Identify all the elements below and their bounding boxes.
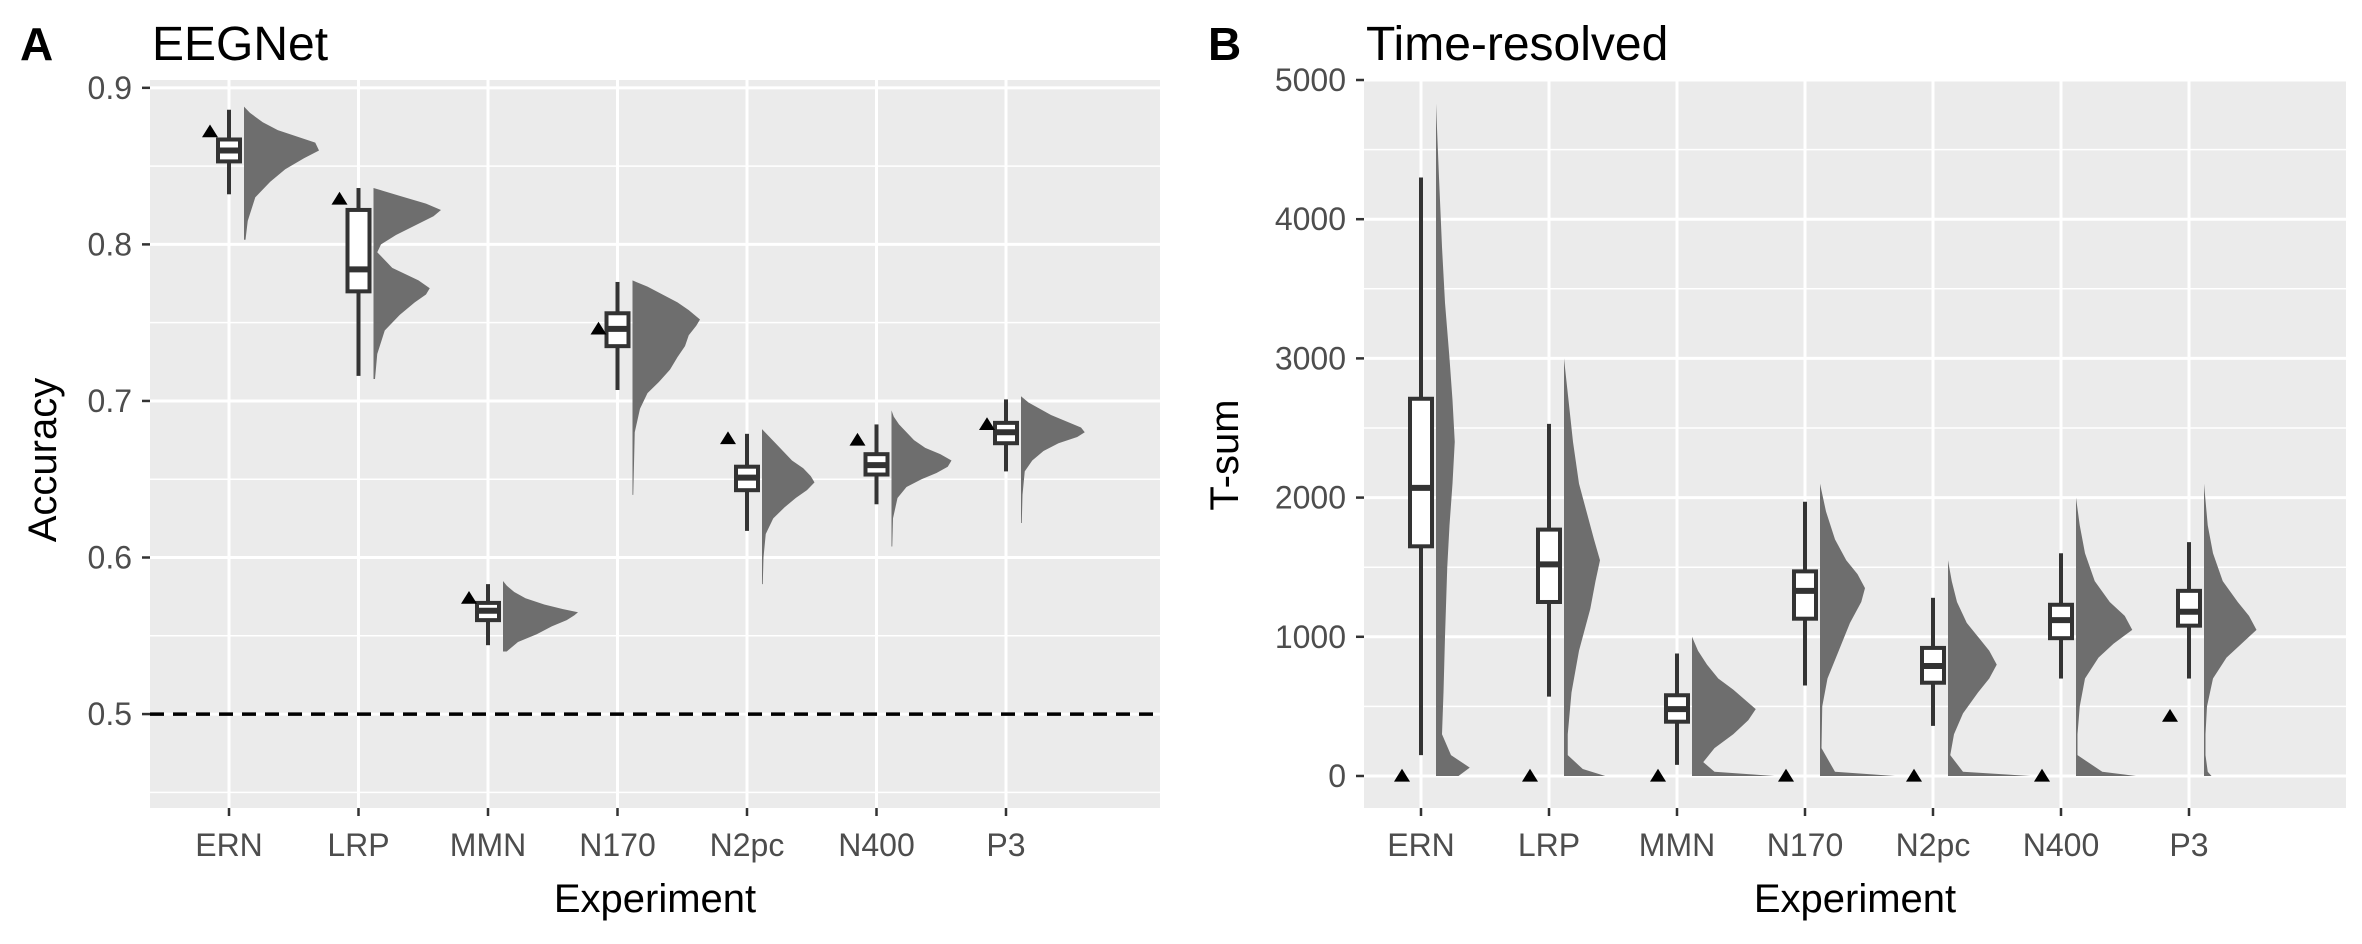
- y-tick-label: 0.7: [88, 383, 132, 419]
- marker-triangle-mmn: [1650, 768, 1666, 782]
- box-p3: [2176, 588, 2202, 628]
- marker-triangle-ern: [202, 124, 218, 138]
- marker-triangle-n170: [1778, 768, 1794, 782]
- density-n2pc: [762, 429, 815, 585]
- panel-a-plot-area: 0.5 0.6 0.7 0.8 0.9 ERN LRP MMN N170 N2pc N400 P3: [88, 70, 1160, 863]
- marker-triangle-lrp: [331, 191, 348, 205]
- y-tick-label: 0.6: [88, 540, 132, 576]
- panel-b-x-axis-title: Experiment: [1754, 877, 1956, 921]
- box-n170: [1792, 569, 1818, 621]
- panel-a-x-axis-title: Experiment: [554, 877, 756, 921]
- density-n170: [1820, 483, 1895, 776]
- panel-a-y-axis-title: Accuracy: [21, 378, 65, 543]
- density-lrp: [373, 188, 441, 380]
- y-tick-label: 0.5: [88, 696, 132, 732]
- y-tick-label: 5000: [1275, 62, 1346, 98]
- marker-triangle-n2pc: [1906, 768, 1922, 782]
- panel-b-time-resolved: B Time-resolved 0 1000 2000 3000 4000 5000 ERN…: [1203, 18, 2346, 921]
- density-p3: [1021, 396, 1085, 524]
- y-tick-label: 0.9: [88, 70, 132, 106]
- marker-triangle-lrp: [1522, 768, 1538, 782]
- x-tick-label: MMN: [1639, 827, 1715, 863]
- density-n2pc: [1948, 560, 2031, 776]
- density-mmn: [1692, 636, 1775, 776]
- panel-b-y-axis-title: T-sum: [1203, 399, 1247, 510]
- density-n400: [2076, 497, 2136, 776]
- x-tick-label: ERN: [1387, 827, 1455, 863]
- panel-a-eegnet: A EEGNet 0.5 0.6 0.7 0.8 0.9 ERN LRP MMN N170 N2p…: [20, 18, 1160, 921]
- box-ern: [1408, 396, 1434, 549]
- density-p3: [2204, 483, 2257, 776]
- marker-triangle-n2pc: [720, 431, 736, 445]
- density-ern: [244, 106, 319, 240]
- panel-background: [150, 80, 1160, 808]
- x-tick-label: N170: [1767, 827, 1844, 863]
- y-tick-label: 0.8: [88, 226, 132, 262]
- panel-b-plot-area: 0 1000 2000 3000 4000 5000 ERN LRP MMN N170 N2pc N4…: [1275, 62, 2346, 863]
- y-tick-label: 3000: [1275, 340, 1346, 376]
- x-tick-label: MMN: [450, 827, 526, 863]
- x-tick-label: LRP: [1518, 827, 1580, 863]
- density-n170: [632, 280, 700, 495]
- panel-b-title: Time-resolved: [1366, 18, 1668, 71]
- panel-b-letter: B: [1208, 18, 1241, 70]
- marker-triangle-mmn: [461, 591, 477, 604]
- x-tick-label: N400: [838, 827, 915, 863]
- marker-triangle-ern: [1394, 768, 1410, 782]
- y-tick-label: 4000: [1275, 201, 1346, 237]
- marker-triangle-n400: [849, 432, 866, 446]
- x-tick-label: N2pc: [1896, 827, 1971, 863]
- x-tick-label: N170: [579, 827, 656, 863]
- y-tick-label: 1000: [1275, 619, 1346, 655]
- marker-triangle-n400: [2034, 768, 2050, 782]
- x-tick-label: P3: [2169, 827, 2208, 863]
- x-tick-label: LRP: [327, 827, 389, 863]
- x-tick-label: ERN: [195, 827, 263, 863]
- density-lrp: [1564, 358, 1606, 776]
- marker-triangle-p3: [2162, 708, 2178, 722]
- panel-a-letter: A: [20, 18, 53, 70]
- x-tick-label: P3: [986, 827, 1025, 863]
- marker-triangle-n170: [590, 321, 607, 335]
- panel-a-title: EEGNet: [152, 18, 328, 71]
- y-tick-label: 2000: [1275, 480, 1346, 516]
- density-n400: [891, 410, 952, 547]
- marker-triangle-p3: [979, 417, 995, 431]
- x-tick-label: N2pc: [710, 827, 785, 863]
- panel-background: [1364, 80, 2346, 808]
- x-tick-label: N400: [2023, 827, 2100, 863]
- density-mmn: [503, 580, 578, 652]
- density-ern: [1436, 103, 1470, 776]
- y-tick-label: 0: [1328, 758, 1346, 794]
- box-lrp: [345, 207, 372, 294]
